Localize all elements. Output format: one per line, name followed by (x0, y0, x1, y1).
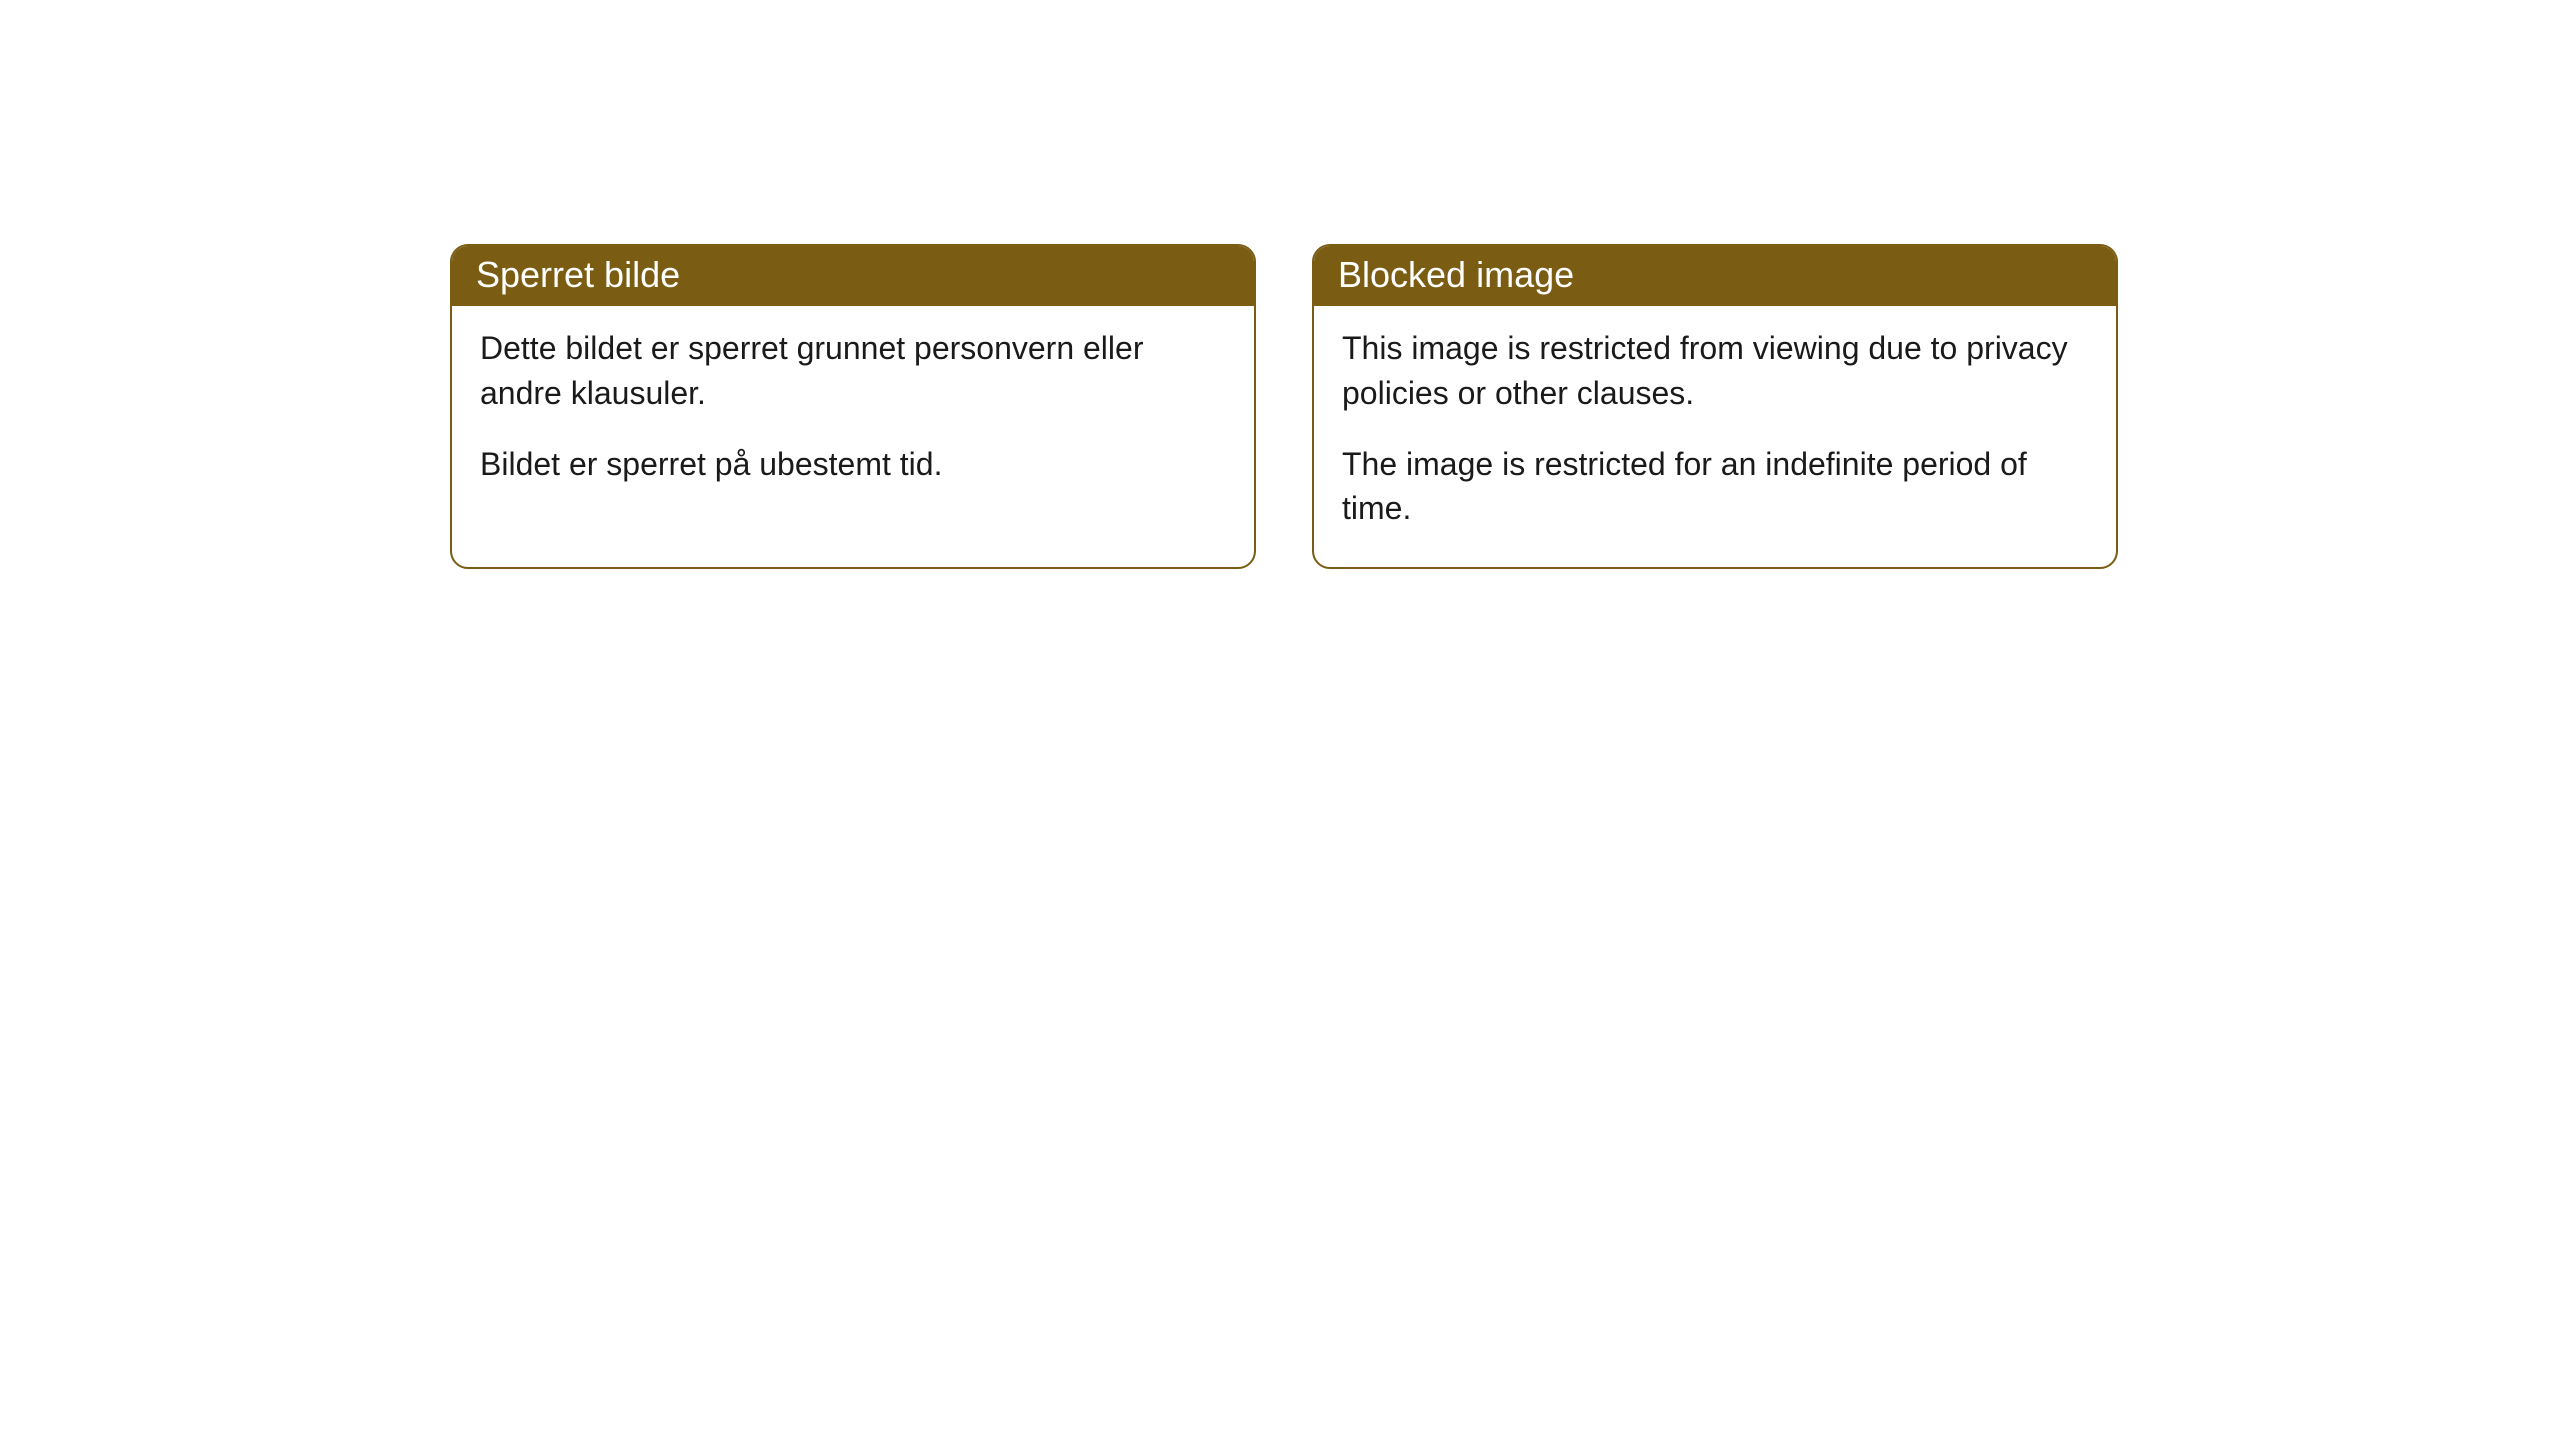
card-body: This image is restricted from viewing du… (1314, 306, 2116, 567)
notice-card-norwegian: Sperret bilde Dette bildet er sperret gr… (450, 244, 1256, 569)
notice-cards-container: Sperret bilde Dette bildet er sperret gr… (450, 244, 2118, 569)
card-paragraph: Bildet er sperret på ubestemt tid. (480, 442, 1226, 487)
notice-card-english: Blocked image This image is restricted f… (1312, 244, 2118, 569)
card-paragraph: Dette bildet er sperret grunnet personve… (480, 326, 1226, 416)
card-header: Blocked image (1314, 246, 2116, 306)
card-header: Sperret bilde (452, 246, 1254, 306)
card-title: Blocked image (1338, 254, 1574, 295)
card-paragraph: This image is restricted from viewing du… (1342, 326, 2088, 416)
card-paragraph: The image is restricted for an indefinit… (1342, 442, 2088, 532)
card-body: Dette bildet er sperret grunnet personve… (452, 306, 1254, 522)
card-title: Sperret bilde (476, 254, 680, 295)
